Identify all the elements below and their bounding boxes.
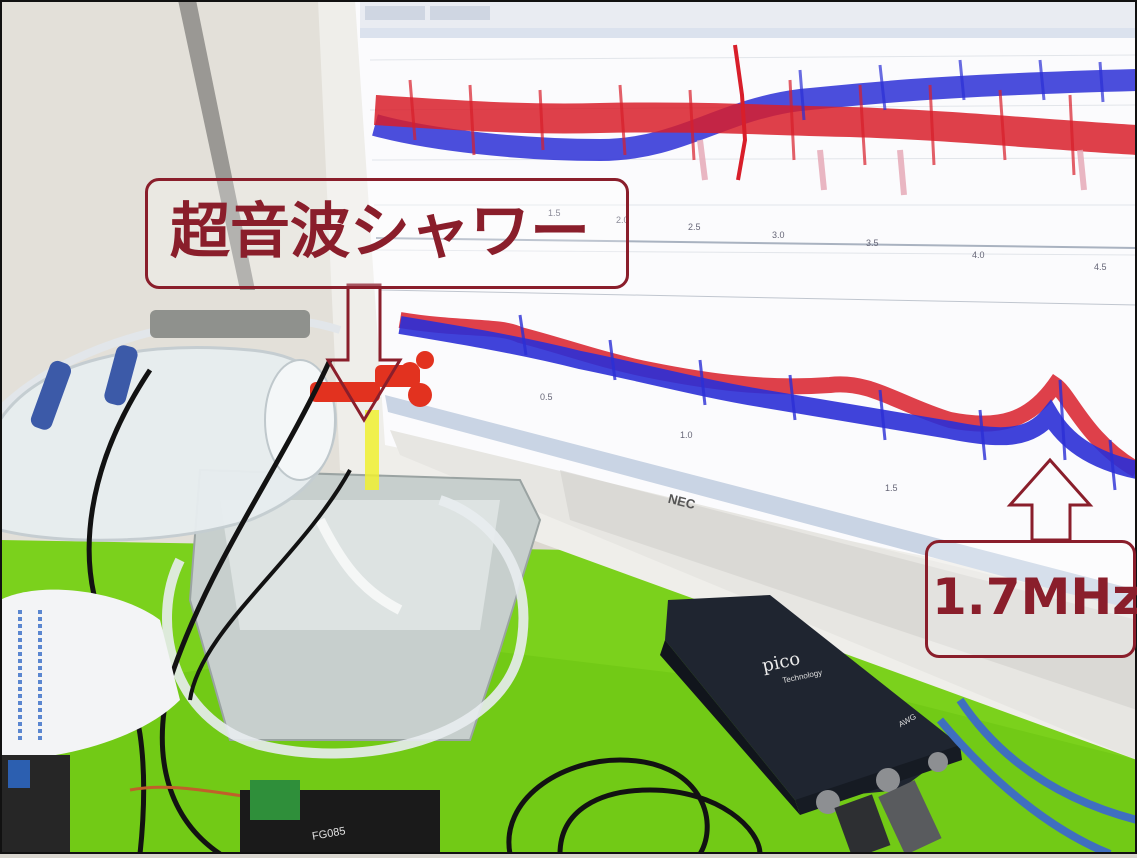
upper-tick: 3.0 xyxy=(772,230,785,240)
lower-tick: 0.5 xyxy=(540,392,553,402)
upper-tick: 4.5 xyxy=(1094,262,1107,272)
upper-tick: 4.0 xyxy=(972,250,985,260)
upper-tick: 3.5 xyxy=(866,238,879,248)
frequency-callout-text: 1.7MHz xyxy=(932,565,1137,629)
frequency-callout: 1.7MHz xyxy=(925,540,1136,658)
upper-tick: 2.5 xyxy=(688,222,701,232)
shower-callout: 超音波シャワー xyxy=(145,178,629,289)
shower-callout-text: 超音波シャワー xyxy=(170,193,590,271)
lower-tick: 1.0 xyxy=(680,430,693,440)
lower-tick: 1.5 xyxy=(885,483,898,493)
function-generator xyxy=(240,780,440,854)
